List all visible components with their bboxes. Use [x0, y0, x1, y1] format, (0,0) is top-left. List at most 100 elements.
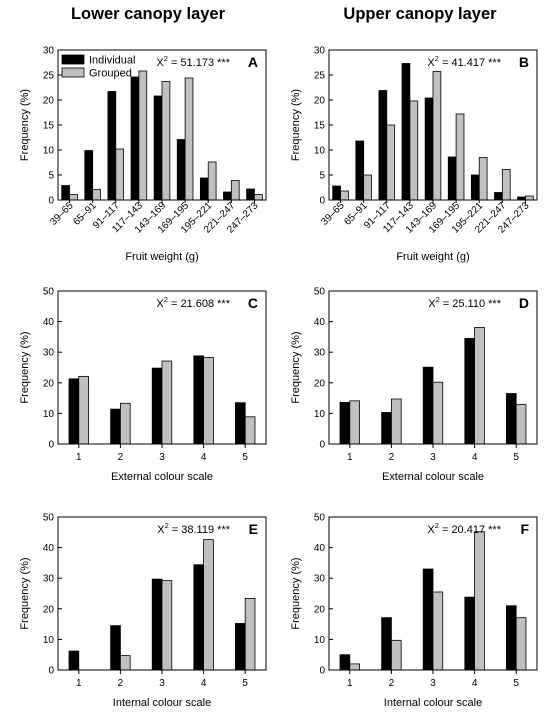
- x-tick-label-f: 5: [513, 678, 519, 689]
- bar-b-grouped-2: [363, 174, 372, 201]
- y-tick-label-a: 25: [43, 71, 55, 82]
- x-tick-label-e: 2: [118, 678, 124, 689]
- bar-e-grouped-5: [244, 598, 256, 671]
- bar-b-grouped-5: [432, 71, 442, 201]
- panel-letter-a: A: [248, 54, 258, 70]
- panel-letter-f: F: [520, 521, 529, 537]
- y-tick-label-e: 20: [43, 604, 55, 615]
- bar-c-individual-4: [193, 355, 205, 445]
- y-tick-label-b: 5: [319, 171, 325, 182]
- panel-f: 0 10 20 30 40 50 1 2 3 4 5 Internal colour scale Fre…: [290, 513, 538, 709]
- y-tick-label-f: 30: [314, 574, 326, 585]
- x-tick-label-f: 4: [472, 678, 478, 689]
- y-tick-label-f: 20: [314, 604, 326, 615]
- panel-e: 0 10 20 30 40 50 1 2 3 4 5 Internal colour scale Fre…: [19, 513, 267, 709]
- bar-b-individual-2: [355, 140, 365, 201]
- panel-a: 05101520253039–6565–9191–117117–143143–1…: [19, 46, 267, 263]
- y-axis-title-f: Frequency (%): [290, 557, 302, 629]
- bar-d-grouped-4: [474, 327, 485, 445]
- panel-letter-e: E: [249, 521, 258, 537]
- bar-a-individual-4: [130, 76, 140, 201]
- y-tick-label-a: 5: [48, 171, 54, 182]
- x-axis-title-d: External colour scale: [382, 471, 484, 483]
- bar-b-individual-6: [447, 156, 457, 201]
- y-tick-label-d: 10: [314, 409, 326, 420]
- bar-a-grouped-6: [184, 77, 194, 201]
- bar-a-individual-8: [223, 191, 232, 201]
- bar-b-grouped-7: [478, 157, 488, 201]
- bar-c-individual-1: [68, 378, 80, 445]
- bar-e-individual-3: [151, 578, 163, 671]
- bar-c-grouped-3: [161, 360, 173, 445]
- bar-a-grouped-9: [254, 194, 263, 201]
- x-tick-label-e: 4: [201, 678, 207, 689]
- y-tick-label-a: 0: [48, 196, 54, 207]
- chi-square-annotation-a: X2 = 51.173 ***: [156, 54, 230, 69]
- bar-f-grouped-5: [515, 617, 527, 671]
- x-axis-title-b: Fruit weight (g): [396, 251, 469, 263]
- bar-a-individual-3: [107, 91, 117, 201]
- bar-f-individual-3: [422, 568, 434, 671]
- panel-b: 05101520253039–6565–9191–117117–143143–1…: [290, 46, 538, 263]
- x-tick-label-c: 5: [242, 452, 248, 463]
- bar-b-individual-3: [378, 90, 388, 201]
- bar-e-individual-2: [110, 625, 121, 671]
- y-tick-label-c: 20: [43, 378, 55, 389]
- y-tick-label-b: 20: [314, 96, 326, 107]
- y-tick-label-c: 30: [43, 348, 55, 359]
- bar-c-grouped-5: [244, 416, 256, 445]
- panel-letter-c: C: [248, 295, 258, 311]
- y-tick-label-c: 10: [43, 409, 55, 420]
- y-tick-label-e: 0: [48, 666, 54, 677]
- bar-b-grouped-9: [525, 195, 534, 201]
- chi-square-annotation-c: X2 = 21.608 ***: [156, 295, 230, 310]
- y-tick-label-e: 10: [43, 635, 55, 646]
- x-tick-label-c: 4: [201, 452, 207, 463]
- bar-c-grouped-2: [120, 402, 131, 445]
- bar-a-grouped-1: [69, 194, 78, 201]
- bar-f-individual-5: [506, 605, 517, 671]
- y-tick-label-c: 0: [48, 440, 54, 451]
- x-axis-title-e: Internal colour scale: [113, 697, 211, 709]
- x-tick-label-d: 5: [513, 452, 519, 463]
- bar-a-grouped-7: [207, 161, 217, 201]
- bar-a-individual-6: [176, 139, 186, 201]
- bar-c-grouped-4: [203, 356, 214, 445]
- y-tick-label-d: 0: [319, 440, 325, 451]
- bar-f-individual-1: [339, 654, 351, 671]
- x-tick-label-e: 3: [159, 678, 165, 689]
- bar-e-individual-1: [68, 650, 80, 671]
- y-axis-title-b: Frequency (%): [290, 89, 302, 161]
- bar-f-grouped-1: [349, 663, 360, 671]
- x-tick-label-d: 3: [430, 452, 436, 463]
- column-title-lower: Lower canopy layer: [71, 5, 226, 23]
- bar-b-grouped-3: [386, 124, 396, 201]
- y-tick-label-a: 10: [43, 146, 55, 157]
- panels: 05101520253039–6565–9191–117117–143143–1…: [19, 46, 538, 709]
- bar-e-grouped-2: [120, 655, 131, 671]
- bar-b-individual-8: [494, 192, 503, 201]
- panel-c: 0 10 20 30 40 50 1 2 3 4 5 External colour scale Fre…: [19, 287, 267, 483]
- bar-a-individual-1: [61, 185, 70, 201]
- y-tick-label-b: 10: [314, 146, 326, 157]
- y-tick-label-f: 10: [314, 635, 326, 646]
- y-tick-label-d: 40: [314, 317, 326, 328]
- panel-d: 0 10 20 30 40 50 1 2 3 4 5 External colour scale Fre…: [290, 287, 538, 483]
- bar-a-individual-7: [199, 177, 209, 201]
- bar-b-individual-1: [332, 185, 341, 201]
- y-tick-label-f: 50: [314, 513, 326, 524]
- y-tick-label-a: 30: [43, 46, 55, 57]
- y-tick-label-b: 0: [319, 196, 325, 207]
- bar-f-individual-4: [464, 596, 476, 671]
- bar-a-individual-2: [84, 150, 94, 201]
- bar-b-grouped-8: [501, 169, 511, 201]
- bar-f-individual-2: [381, 617, 392, 671]
- y-tick-label-d: 50: [314, 287, 326, 298]
- x-tick-label-d: 1: [347, 452, 353, 463]
- legend-label-grouped: Grouped: [89, 68, 132, 80]
- chi-square-annotation-f: X2 = 20.417 ***: [427, 521, 501, 536]
- bar-f-grouped-2: [390, 639, 402, 671]
- bar-d-individual-2: [381, 412, 392, 445]
- x-tick-label-d: 2: [389, 452, 395, 463]
